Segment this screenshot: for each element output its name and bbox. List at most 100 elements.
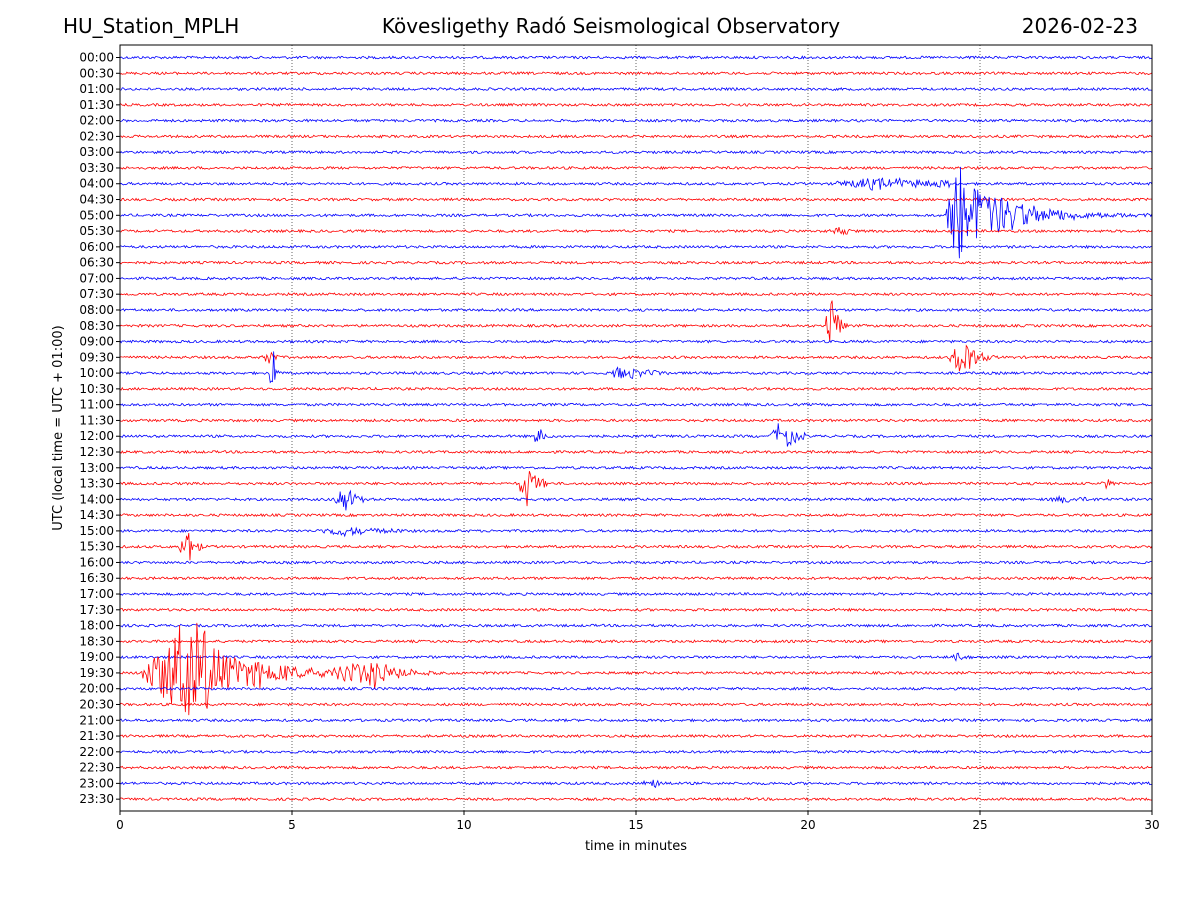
y-tick-label-01:00: 01:00 — [79, 82, 114, 96]
trace-06:30 — [119, 260, 1153, 265]
y-tick-label-13:30: 13:30 — [79, 477, 114, 491]
x-axis-ticks: 0 5 10 15 20 25 30 — [116, 811, 1160, 832]
y-tick-label-06:30: 06:30 — [79, 256, 114, 270]
y-tick-label-15:00: 15:00 — [79, 524, 114, 538]
y-tick-label-21:30: 21:30 — [79, 729, 114, 743]
trace-14:00 — [119, 489, 1153, 511]
trace-00:00 — [119, 55, 1153, 60]
trace-15:00 — [119, 526, 1153, 538]
station-name: HU_Station_MPLH — [63, 14, 240, 38]
trace-00:30 — [119, 71, 1153, 76]
y-tick-label-18:00: 18:00 — [79, 619, 114, 633]
trace-16:00 — [119, 560, 1153, 565]
trace-19:30 — [119, 622, 1153, 716]
trace-02:00 — [119, 118, 1153, 123]
y-tick-label-00:00: 00:00 — [79, 51, 114, 65]
trace-18:00 — [119, 623, 1153, 628]
trace-07:30 — [119, 292, 1153, 297]
x-tick-label-15: 15 — [628, 818, 643, 832]
y-tick-label-20:30: 20:30 — [79, 697, 114, 711]
trace-01:30 — [119, 102, 1153, 107]
trace-07:00 — [119, 276, 1153, 281]
y-tick-label-11:00: 11:00 — [79, 398, 114, 412]
y-tick-label-19:00: 19:00 — [79, 650, 114, 664]
x-tick-label-5: 5 — [288, 818, 296, 832]
y-tick-label-22:00: 22:00 — [79, 745, 114, 759]
trace-16:30 — [119, 576, 1153, 581]
trace-20:30 — [119, 702, 1153, 707]
trace-23:30 — [119, 797, 1153, 802]
trace-22:30 — [119, 765, 1153, 770]
trace-08:30 — [119, 300, 1153, 342]
trace-10:00 — [119, 351, 1153, 384]
y-tick-label-07:30: 07:30 — [79, 287, 114, 301]
trace-10:30 — [119, 386, 1153, 392]
y-tick-label-23:00: 23:00 — [79, 776, 114, 790]
y-tick-label-05:00: 05:00 — [79, 208, 114, 222]
x-tick-label-0: 0 — [116, 818, 124, 832]
trace-12:00 — [119, 423, 1153, 447]
y-tick-label-06:00: 06:00 — [79, 240, 114, 254]
y-tick-label-08:30: 08:30 — [79, 319, 114, 333]
seismic-traces — [119, 55, 1153, 802]
trace-04:00 — [119, 176, 1153, 191]
y-tick-label-14:00: 14:00 — [79, 492, 114, 506]
trace-05:30 — [119, 227, 1153, 236]
y-tick-label-21:00: 21:00 — [79, 713, 114, 727]
trace-15:30 — [119, 532, 1153, 561]
trace-05:00 — [119, 166, 1153, 259]
trace-02:30 — [119, 134, 1153, 139]
x-tick-label-10: 10 — [456, 818, 471, 832]
y-tick-label-08:00: 08:00 — [79, 303, 114, 317]
trace-19:00 — [119, 652, 1153, 662]
y-tick-label-16:30: 16:30 — [79, 571, 114, 585]
y-tick-label-19:30: 19:30 — [79, 666, 114, 680]
y-tick-label-04:30: 04:30 — [79, 193, 114, 207]
y-tick-label-02:30: 02:30 — [79, 129, 114, 143]
y-tick-label-12:00: 12:00 — [79, 429, 114, 443]
y-tick-label-01:30: 01:30 — [79, 98, 114, 112]
y-tick-label-17:30: 17:30 — [79, 603, 114, 617]
x-tick-label-25: 25 — [972, 818, 987, 832]
y-tick-label-02:00: 02:00 — [79, 114, 114, 128]
x-axis-label: time in minutes — [585, 839, 687, 854]
y-tick-label-10:30: 10:30 — [79, 382, 114, 396]
y-tick-label-00:30: 00:30 — [79, 66, 114, 80]
trace-21:30 — [119, 733, 1153, 739]
trace-23:00 — [119, 779, 1153, 789]
trace-09:00 — [119, 339, 1153, 344]
trace-03:30 — [119, 165, 1153, 171]
y-tick-label-16:00: 16:00 — [79, 555, 114, 569]
trace-14:30 — [119, 512, 1153, 518]
trace-12:30 — [119, 449, 1153, 455]
trace-09:30 — [119, 344, 1153, 372]
y-tick-label-09:30: 09:30 — [79, 350, 114, 364]
trace-11:00 — [119, 402, 1153, 407]
trace-06:00 — [119, 244, 1153, 250]
y-tick-label-14:30: 14:30 — [79, 508, 114, 522]
grid-lines — [291, 45, 981, 811]
trace-13:30 — [119, 470, 1153, 507]
y-axis-label: UTC (local time = UTC + 01:00) — [51, 325, 66, 530]
y-tick-label-05:30: 05:30 — [79, 224, 114, 238]
trace-17:30 — [119, 607, 1153, 613]
y-tick-label-22:30: 22:30 — [79, 761, 114, 775]
trace-20:00 — [119, 686, 1153, 691]
y-tick-label-11:30: 11:30 — [79, 413, 114, 427]
y-tick-label-03:00: 03:00 — [79, 145, 114, 159]
y-tick-label-10:00: 10:00 — [79, 366, 114, 380]
y-tick-label-09:00: 09:00 — [79, 335, 114, 349]
trace-08:00 — [119, 307, 1153, 313]
y-tick-label-15:30: 15:30 — [79, 540, 114, 554]
y-tick-label-18:30: 18:30 — [79, 634, 114, 648]
y-tick-label-13:00: 13:00 — [79, 461, 114, 475]
y-tick-label-07:00: 07:00 — [79, 271, 114, 285]
trace-21:00 — [119, 718, 1153, 723]
x-tick-label-20: 20 — [800, 818, 815, 832]
y-tick-label-12:30: 12:30 — [79, 445, 114, 459]
y-tick-label-23:30: 23:30 — [79, 792, 114, 806]
trace-01:00 — [119, 86, 1153, 92]
chart-date: 2026-02-23 — [1021, 14, 1138, 38]
